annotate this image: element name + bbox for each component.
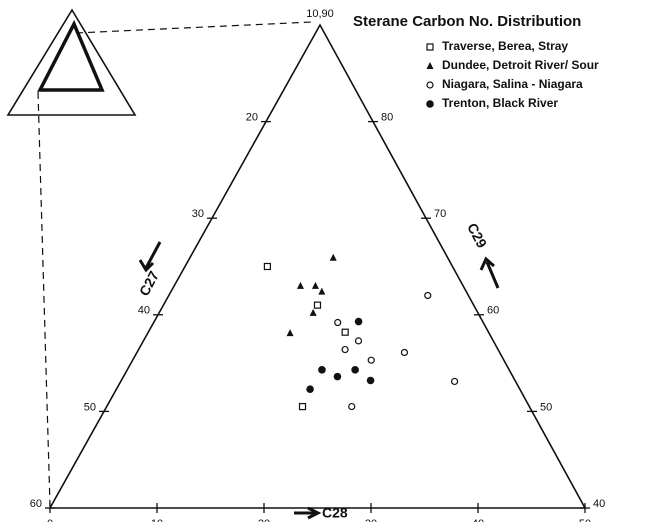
arrow xyxy=(138,241,162,273)
tick-label: 50 xyxy=(579,518,591,522)
marker xyxy=(329,253,337,261)
marker xyxy=(424,291,432,300)
inset-triangle xyxy=(6,8,137,116)
marker xyxy=(296,281,304,289)
legend-marker xyxy=(426,81,434,89)
axis-label: C27 xyxy=(136,268,162,298)
marker xyxy=(318,366,326,374)
marker xyxy=(351,366,359,374)
legend-label: Trenton, Black River xyxy=(442,96,558,110)
tick-label: 10 xyxy=(151,518,163,522)
tick-label: 70 xyxy=(434,208,446,220)
ternary-frame xyxy=(48,23,587,509)
marker xyxy=(263,262,271,271)
legend-marker xyxy=(426,43,434,51)
tick-label: 80 xyxy=(381,112,393,124)
marker xyxy=(400,348,409,357)
marker xyxy=(341,328,349,336)
axis-label: C29 xyxy=(464,220,490,250)
arrow xyxy=(294,506,322,520)
legend-label: Traverse, Berea, Stray xyxy=(442,39,568,53)
marker xyxy=(311,281,319,289)
tick-label: 0 xyxy=(47,518,53,522)
tick-label: 60 xyxy=(30,498,42,510)
marker xyxy=(313,301,322,309)
connector xyxy=(37,91,51,507)
tick-label: 20 xyxy=(258,518,270,522)
chart-title: Sterane Carbon No. Distribution xyxy=(353,13,581,30)
marker xyxy=(354,337,363,345)
marker xyxy=(341,345,349,354)
marker xyxy=(318,287,326,295)
marker xyxy=(286,329,294,337)
marker xyxy=(334,318,342,327)
legend-label: Niagara, Salina - Niagara xyxy=(442,77,583,91)
legend-marker xyxy=(426,62,434,69)
legend-label: Dundee, Detroit River/ Sour xyxy=(442,58,599,72)
tick-label: 20 xyxy=(246,112,258,124)
marker xyxy=(366,376,375,385)
vertex-label: 10,90 xyxy=(306,8,334,20)
marker xyxy=(333,372,342,381)
marker xyxy=(354,317,363,326)
tick-label: 30 xyxy=(192,208,204,220)
tick-label: 50 xyxy=(540,401,552,413)
tick-label: 50 xyxy=(84,401,96,413)
marker xyxy=(306,385,314,393)
marker xyxy=(367,356,375,364)
tick-label: 40 xyxy=(138,305,150,317)
marker xyxy=(348,402,356,411)
tick-label: 40 xyxy=(593,498,605,510)
legend-marker xyxy=(426,100,434,108)
connector xyxy=(75,21,313,34)
marker xyxy=(298,402,307,411)
marker xyxy=(450,377,459,386)
tick-label: 60 xyxy=(487,305,499,317)
arrow xyxy=(479,256,500,289)
inset-region xyxy=(37,19,105,92)
marker xyxy=(309,308,317,316)
tick-label: 40 xyxy=(472,518,484,522)
tick-label: 30 xyxy=(365,518,377,522)
axis-label: C28 xyxy=(322,505,348,521)
